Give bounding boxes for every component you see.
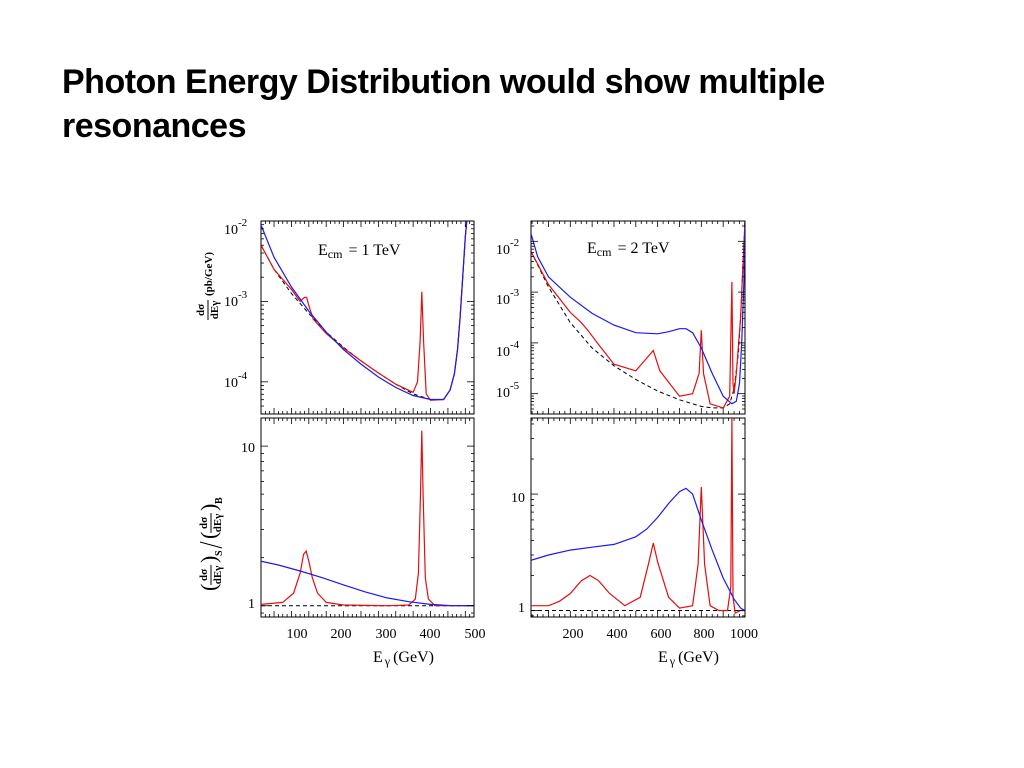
series-line-signal: [261, 430, 474, 607]
y-tick-label: 10-2: [496, 237, 519, 258]
series-line-signal-plus-background: [531, 221, 745, 405]
series-line-background: [261, 221, 468, 400]
y-axis-label-denominator: dEγ: [209, 301, 221, 320]
series-line-signal-plus-background: [531, 487, 745, 612]
y-axis-label-close-paren: ): [196, 504, 221, 511]
series-line-signal: [261, 221, 468, 401]
y-axis-label-numerator: dσ: [198, 517, 210, 529]
series-line-signal: [531, 418, 745, 614]
x-tick-label: 400: [420, 627, 441, 642]
plot-curves: [531, 221, 745, 409]
x-tick-label: 500: [465, 627, 486, 642]
y-axis-label-open-paren: (: [196, 584, 221, 591]
x-tick-label: 400: [607, 627, 628, 642]
y-tick-label: 10-5: [496, 380, 520, 401]
y-axis-label-slash: [199, 541, 223, 549]
y-axis-label-open-paren: (: [196, 532, 221, 539]
x-tick-label: 1000: [730, 627, 758, 642]
y-axis-label-numerator: dσ: [195, 304, 207, 316]
slide-title: Photon Energy Distribution would show mu…: [62, 63, 825, 145]
panel-frame: [260, 417, 475, 618]
series-line-signal-plus-background: [261, 560, 474, 607]
x-tick-label: 100: [287, 627, 308, 642]
panel-frame: [530, 417, 746, 618]
x-tick-label: 600: [651, 627, 672, 642]
y-axis-label-denominator: dEγ: [212, 566, 224, 585]
frame-ticks: [260, 418, 475, 617]
plot-curves: [531, 418, 745, 614]
panel-frame: [530, 220, 746, 415]
plot-curves: [261, 221, 468, 401]
frame-ticks: [531, 221, 746, 415]
y-tick-label: 10-4: [224, 370, 248, 391]
frame-ticks: [260, 220, 475, 415]
y-axis-label-unit: (pb/GeV): [203, 252, 215, 296]
y-tick-label: 10: [511, 491, 525, 506]
y-tick-label: 1: [518, 601, 525, 616]
y-tick-label: 10-4: [496, 339, 520, 360]
annotation: Ecm = 2 TeV: [587, 240, 670, 259]
y-tick-label: 10-3: [224, 289, 248, 310]
y-tick-label: 10-2: [224, 217, 247, 238]
panel-top-right: Ecm = 2 TeV 10-2 10-3 10-4 10-5: [496, 220, 746, 415]
y-axis-label-subscript-b: B: [214, 497, 225, 504]
y-tick-label: 10-3: [496, 287, 520, 308]
plot-curves: [261, 430, 474, 607]
panel-frame: [260, 220, 475, 415]
x-tick-label: 800: [694, 627, 715, 642]
y-tick-label: 1: [248, 597, 255, 612]
annotation: Ecm = 1 TeV: [318, 242, 401, 261]
panel-top-left: Ecm = 1 TeV 10-2 10-3 10-4 dσ dEγ (pb/GeV…: [195, 217, 475, 415]
x-tick-label: 200: [563, 627, 584, 642]
y-tick-label: 10: [241, 441, 255, 456]
series-line-signal: [531, 221, 745, 409]
frame-ticks: [531, 418, 746, 617]
y-axis-label-numerator: dσ: [198, 569, 210, 581]
y-axis-label: ( dσ dEγ ) S ( dσ dEγ ) B: [196, 497, 225, 591]
x-tick-label: 200: [331, 627, 352, 642]
series-line-signal-plus-background: [261, 221, 468, 401]
y-axis-label-close-paren: ): [196, 556, 221, 563]
y-axis-label-subscript-s: S: [214, 550, 225, 556]
x-tick-label: 300: [376, 627, 397, 642]
y-axis-label: dσ dEγ (pb/GeV): [195, 252, 221, 320]
y-axis-label-denominator: dEγ: [212, 514, 224, 533]
